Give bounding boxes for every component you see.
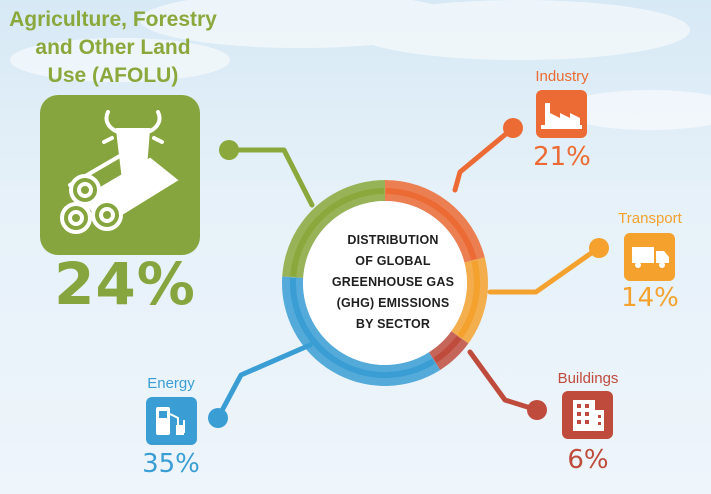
title-line-4: (GHG) EMISSIONS — [336, 296, 450, 310]
energy-icon-box — [146, 397, 197, 445]
energy-label: Energy — [147, 375, 195, 392]
industry-percent: 21% — [533, 142, 591, 172]
connector-afolu — [226, 147, 315, 208]
afolu-icon-box — [40, 95, 200, 255]
donut-band-buildings — [433, 335, 462, 363]
endpoint-buildings — [527, 400, 547, 420]
afolu-title: Agriculture, Forestry and Other Land Use… — [8, 6, 218, 90]
buildings-percent: 6% — [567, 445, 609, 475]
endpoint-energy — [208, 408, 228, 428]
industry-label: Industry — [535, 68, 589, 85]
transport-icon-box — [624, 233, 675, 281]
cow-and-logs-icon — [60, 110, 179, 234]
buildings-label: Buildings — [557, 370, 619, 387]
endpoint-transport — [589, 238, 609, 258]
title-line-3: GREENHOUSE GAS — [331, 275, 455, 289]
energy-percent: 35% — [142, 449, 200, 479]
donut-chart — [282, 180, 488, 386]
donut-segment-afolu — [282, 180, 385, 278]
afolu-title-line-1: Agriculture, Forestry — [9, 8, 217, 31]
endpoint-afolu — [219, 140, 239, 160]
donut-band-afolu — [290, 188, 385, 277]
title-line-2: OF GLOBAL — [355, 254, 431, 268]
donut-band-energy — [290, 277, 436, 378]
donut-band-industry — [385, 188, 477, 261]
buildings-icon-box — [562, 391, 613, 439]
title-line-5: BY SECTOR — [355, 317, 431, 331]
factory-icon — [541, 103, 582, 129]
diagram-title: DISTRIBUTION OF GLOBAL GREENHOUSE GAS (G… — [318, 230, 468, 335]
afolu-title-line-3: Use (AFOLU) — [47, 64, 179, 87]
connector-energy — [215, 342, 313, 421]
industry-icon-box — [536, 90, 587, 138]
title-line-1: DISTRIBUTION — [347, 233, 439, 247]
donut-band-transport — [457, 260, 480, 339]
donut-center — [303, 201, 467, 365]
connector-lines — [215, 125, 600, 421]
transport-percent: 14% — [621, 283, 679, 313]
afolu-title-line-2: and Other Land — [35, 36, 191, 59]
endpoint-industry — [503, 118, 523, 138]
connector-buildings — [467, 349, 540, 413]
connector-transport — [487, 246, 600, 295]
cloud-background — [10, 0, 711, 130]
transport-label: Transport — [618, 210, 682, 227]
afolu-percent: 24% — [54, 250, 196, 318]
truck-icon — [632, 247, 669, 268]
donut-segment-energy — [282, 276, 441, 386]
donut-segment-industry — [385, 180, 485, 263]
connector-industry — [452, 125, 516, 193]
